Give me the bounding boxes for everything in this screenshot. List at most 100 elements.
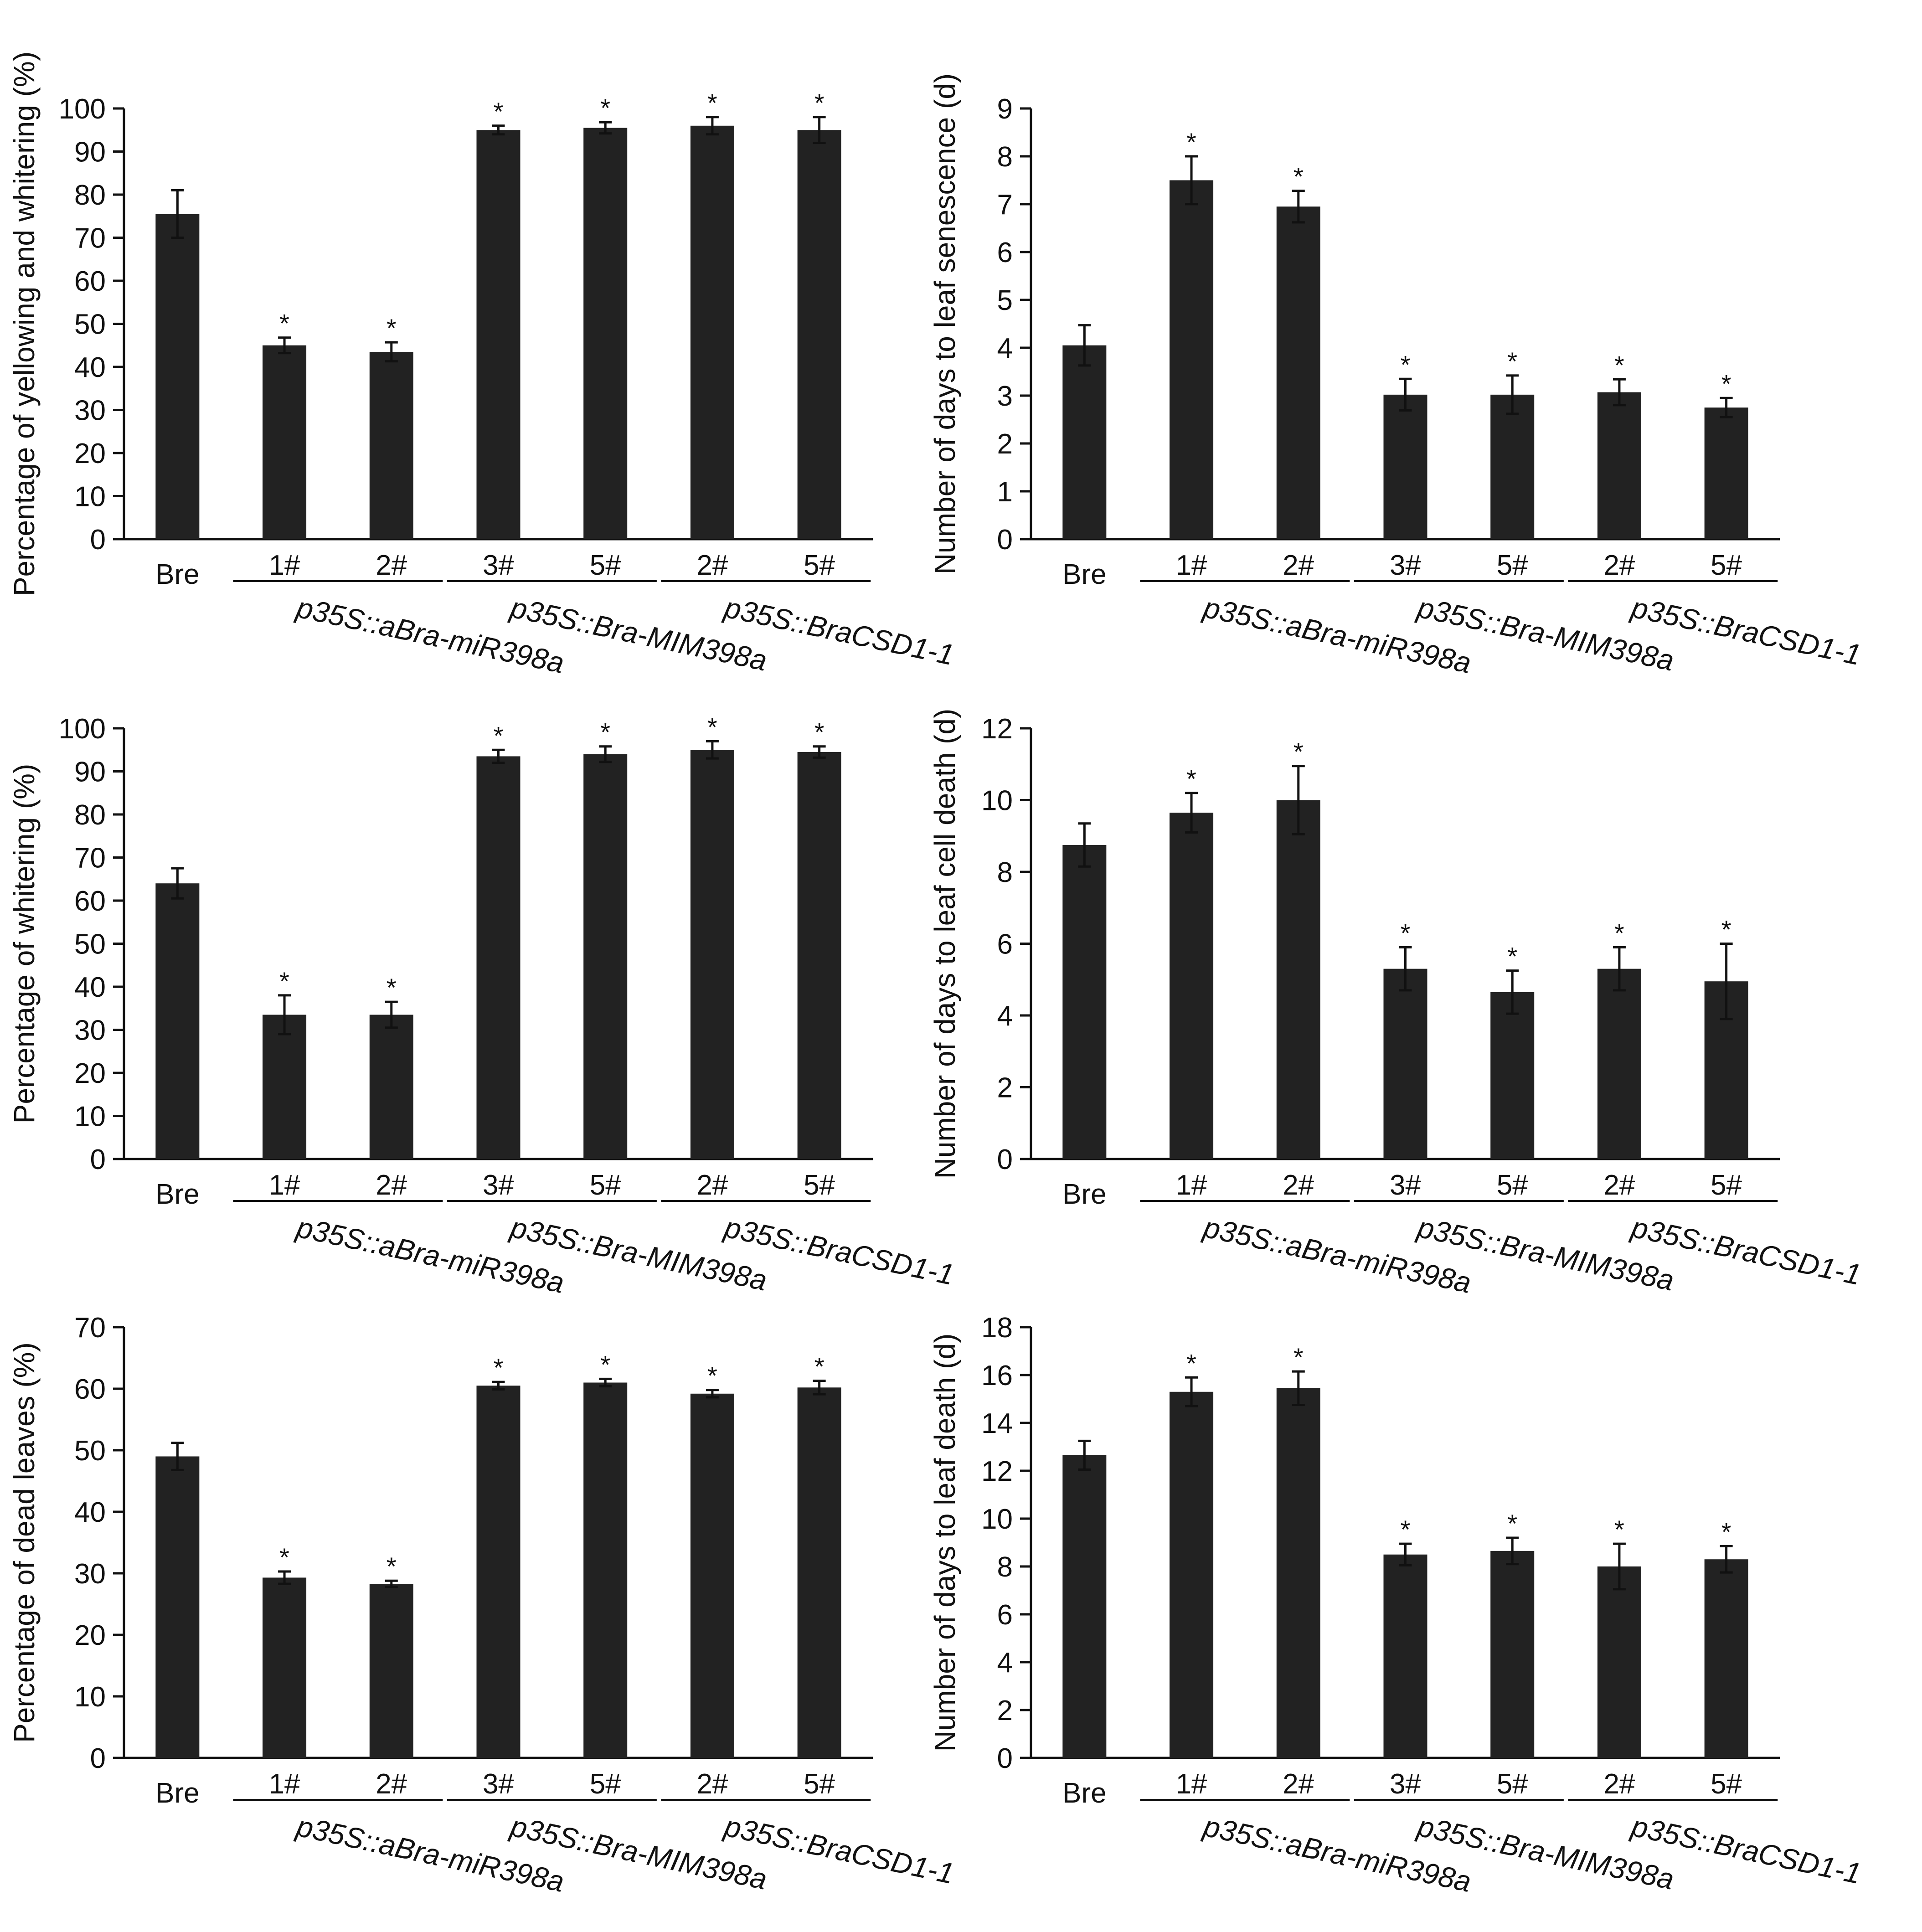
y-tick-label: 70 [74, 223, 106, 254]
x-tick-label: Bre [155, 1179, 199, 1210]
bar [1490, 992, 1535, 1159]
bar [1383, 394, 1427, 539]
significance-star: * [1614, 350, 1624, 379]
significance-star: * [279, 967, 289, 995]
y-tick-label: 20 [74, 1058, 106, 1089]
bar [263, 1577, 307, 1758]
x-tick-label: 2# [696, 1170, 728, 1201]
error-bar [1185, 792, 1198, 834]
y-tick-label: 10 [981, 1504, 1013, 1535]
bar [1276, 206, 1320, 539]
bar [1170, 1391, 1214, 1758]
significance-star: * [279, 309, 289, 338]
bar [797, 130, 841, 539]
y-tick-label: 9 [997, 93, 1013, 125]
y-tick-label: 2 [997, 1695, 1013, 1726]
bar [690, 750, 734, 1159]
y-tick-label: 60 [74, 266, 106, 297]
bar [1170, 813, 1214, 1159]
x-tick-label: 2# [1603, 1768, 1635, 1800]
y-tick-label: 100 [59, 713, 106, 745]
x-tick-label: Bre [1062, 559, 1106, 590]
y-tick-label: 6 [997, 929, 1013, 960]
y-tick-label: 70 [74, 1312, 106, 1344]
error-bar [599, 121, 612, 135]
significance-star: * [1614, 1515, 1624, 1544]
chart-panel-2: 0 1 2 3 4 5 6 7 8 9 Number of days to leaf senesce… [928, 73, 1864, 680]
y-tick-label: 8 [997, 1551, 1013, 1583]
x-tick-label: 5# [1711, 1170, 1742, 1201]
bar [797, 752, 841, 1159]
x-tick-label: 5# [1497, 550, 1528, 581]
y-tick-label: 7 [997, 189, 1013, 221]
y-tick-label: 12 [981, 713, 1013, 745]
y-tick-label: 2 [997, 1072, 1013, 1104]
significance-star: * [1507, 347, 1517, 376]
y-axis-label: Percentage of dead leaves (%) [8, 1342, 41, 1743]
y-tick-label: 20 [74, 1620, 106, 1651]
significance-star: * [600, 718, 610, 747]
bar [476, 756, 520, 1159]
bar [690, 125, 734, 539]
error-bar [278, 1570, 291, 1585]
x-tick-label: 3# [483, 1768, 514, 1800]
y-tick-label: 10 [74, 1101, 106, 1133]
bar [369, 1583, 413, 1758]
bar [155, 1456, 200, 1758]
error-bar [706, 740, 719, 760]
x-tick-label: 2# [376, 1170, 407, 1201]
x-tick-label: 5# [1711, 550, 1742, 581]
y-tick-label: 10 [981, 785, 1013, 817]
x-tick-label: 3# [483, 550, 514, 581]
error-bar [1078, 822, 1091, 868]
x-tick-label: Bre [155, 1777, 199, 1809]
bar [583, 128, 628, 539]
error-bar [1078, 324, 1091, 367]
significance-star: * [1293, 1343, 1304, 1371]
bar [1170, 180, 1214, 539]
error-bar [1078, 1439, 1091, 1471]
x-tick-label: 1# [269, 1768, 300, 1800]
significance-star: * [1721, 915, 1731, 944]
x-tick-label: 2# [1283, 1768, 1314, 1800]
error-bar [1720, 943, 1733, 1020]
bar [369, 351, 413, 539]
bar [583, 1382, 628, 1758]
error-bar [1399, 946, 1412, 992]
significance-star: * [1186, 1349, 1196, 1377]
x-tick-label: 3# [1390, 550, 1421, 581]
bar [1062, 845, 1107, 1159]
y-tick-label: 70 [74, 843, 106, 874]
y-tick-label: 2 [997, 428, 1013, 460]
y-tick-label: 6 [997, 237, 1013, 268]
error-bar [706, 116, 719, 136]
error-bar [1292, 765, 1305, 835]
bar [797, 1387, 841, 1758]
y-tick-label: 18 [981, 1312, 1013, 1344]
bar [1062, 345, 1107, 539]
y-tick-label: 60 [74, 1374, 106, 1405]
x-tick-label: 5# [804, 550, 835, 581]
x-tick-label: 2# [1603, 1170, 1635, 1201]
error-bar [813, 116, 826, 144]
significance-star: * [1401, 918, 1411, 947]
error-bar [385, 1579, 398, 1588]
bar [369, 1015, 413, 1159]
x-tick-label: 5# [590, 1768, 621, 1800]
significance-star: * [1401, 350, 1411, 379]
y-tick-label: 10 [74, 481, 106, 513]
y-tick-label: 12 [981, 1456, 1013, 1487]
y-axis-label: Number of days to leaf cell death (d) [928, 709, 961, 1179]
bar [1062, 1455, 1107, 1758]
x-tick-label: 3# [1390, 1170, 1421, 1201]
bar [1276, 800, 1320, 1159]
y-tick-label: 50 [74, 929, 106, 960]
bar [1276, 1388, 1320, 1758]
x-tick-label: 5# [590, 1170, 621, 1201]
y-tick-label: 16 [981, 1360, 1013, 1391]
error-bar [1613, 946, 1626, 992]
y-tick-label: 3 [997, 381, 1013, 412]
significance-star: * [279, 1543, 289, 1571]
y-tick-label: 50 [74, 1435, 106, 1467]
